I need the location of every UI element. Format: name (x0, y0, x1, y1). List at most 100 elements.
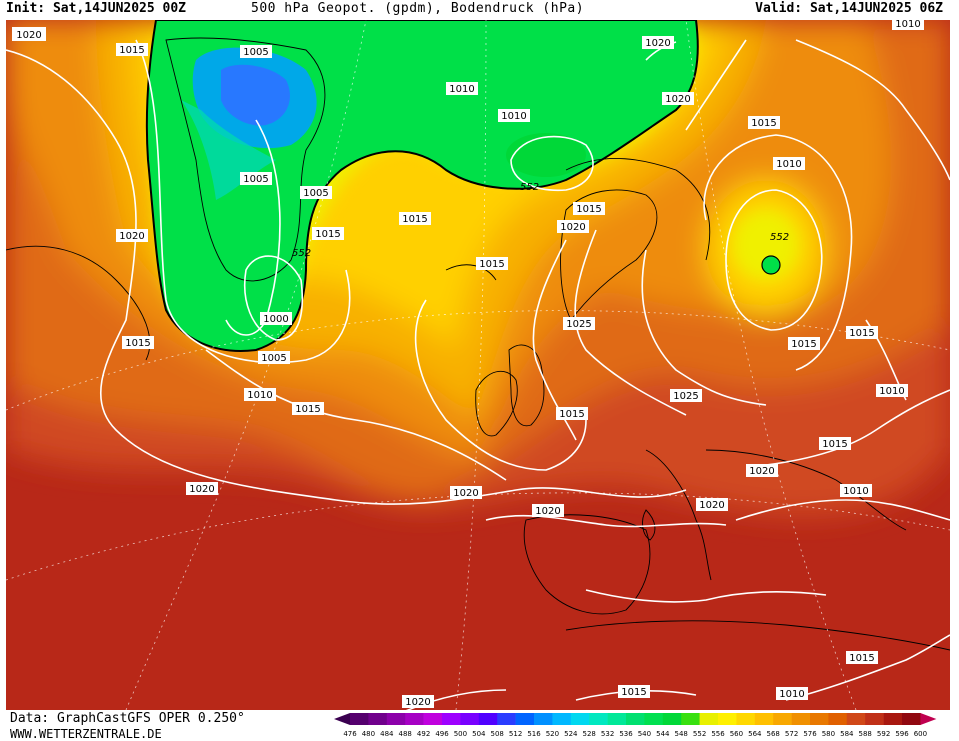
svg-text:1015: 1015 (822, 439, 847, 450)
legend-swatch (699, 713, 719, 725)
legend-label: 484 (380, 730, 394, 738)
pressure-label: 1015 (573, 202, 605, 215)
legend-swatch (828, 713, 848, 725)
pressure-label: 1010 (840, 484, 872, 497)
pressure-label: 1010 (498, 109, 530, 122)
pressure-label: 1005 (258, 351, 290, 364)
svg-text:1010: 1010 (501, 111, 526, 122)
pressure-label: 1015 (312, 227, 344, 240)
pressure-label: 1005 (240, 45, 272, 58)
pressure-label: 1010 (773, 157, 805, 170)
svg-text:1015: 1015 (119, 45, 144, 56)
legend-swatch (350, 713, 369, 725)
pressure-label: 1020 (642, 36, 674, 49)
legend-swatch (902, 713, 921, 725)
legend-label: 584 (840, 730, 854, 738)
legend-label: 512 (509, 730, 522, 738)
svg-text:1015: 1015 (849, 328, 874, 339)
height-label: 552 (770, 232, 789, 243)
legend-label: 600 (914, 730, 927, 738)
pressure-label: 1010 (446, 82, 478, 95)
legend-label: 480 (362, 730, 375, 738)
legend-swatch (442, 713, 461, 725)
legend-swatch (681, 713, 700, 725)
pressure-label: 1015 (846, 651, 878, 664)
pressure-label: 1015 (399, 212, 431, 225)
legend-label: 564 (748, 730, 762, 738)
pressure-label: 1015 (748, 116, 780, 129)
svg-text:1010: 1010 (879, 386, 904, 397)
legend-swatch (754, 713, 774, 725)
legend-label: 560 (730, 730, 743, 738)
pressure-label: 1015 (476, 257, 508, 270)
legend-arrow-right (920, 713, 937, 725)
site-url: WWW.WETTERZENTRALE.DE (10, 727, 162, 741)
legend-label: 496 (435, 730, 449, 738)
cold-core-inner (221, 64, 290, 126)
svg-text:1020: 1020 (665, 94, 690, 105)
legend-label: 524 (564, 730, 578, 738)
svg-text:1005: 1005 (243, 174, 268, 185)
legend-swatch (736, 713, 756, 725)
height-labels: 552 552 552 (292, 182, 789, 259)
chart-title: 500 hPa Geopot. (gpdm), Bodendruck (hPa) (251, 1, 585, 16)
svg-text:1015: 1015 (402, 214, 427, 225)
legend-swatch (626, 713, 645, 725)
svg-text:1020: 1020 (189, 484, 214, 495)
legend-label: 508 (491, 730, 504, 738)
legend-swatch (865, 713, 884, 725)
init-time: Init: Sat,14JUN2025 00Z (6, 1, 187, 16)
legend-swatch (386, 713, 406, 725)
pressure-label: 1015 (788, 337, 820, 350)
svg-text:1005: 1005 (303, 188, 328, 199)
legend-label: 528 (583, 730, 596, 738)
legend-swatch (883, 713, 903, 725)
height-label: 552 (292, 248, 311, 259)
pressure-label: 1000 (260, 312, 292, 325)
low-552-cell-east (761, 255, 781, 275)
svg-text:1015: 1015 (559, 409, 584, 420)
svg-text:1015: 1015 (751, 118, 776, 129)
svg-text:1005: 1005 (261, 353, 286, 364)
legend-label: 568 (767, 730, 780, 738)
legend-swatch (662, 713, 682, 725)
svg-text:1010: 1010 (776, 159, 801, 170)
legend-swatch (846, 713, 866, 725)
legend-swatch (478, 713, 498, 725)
pressure-label: 1015 (846, 326, 878, 339)
legend-label: 532 (601, 730, 614, 738)
pressure-label: 1020 (662, 92, 694, 105)
legend-swatch (791, 713, 811, 725)
svg-text:1020: 1020 (535, 506, 560, 517)
svg-text:1020: 1020 (119, 231, 144, 242)
valid-time: Valid: Sat,14JUN2025 06Z (755, 1, 943, 16)
pressure-label: 1020 (746, 464, 778, 477)
pressure-label: 1015 (618, 685, 650, 698)
legend-swatch (405, 713, 424, 725)
pressure-label: 1015 (116, 43, 148, 56)
pressure-label: 1020 (557, 220, 589, 233)
svg-text:1015: 1015 (125, 338, 150, 349)
pressure-label: 1010 (776, 687, 808, 700)
legend-swatch (515, 713, 535, 725)
color-legend: 476 480 484 488 492 496 500 504 508 512 516 520 524 5… (334, 713, 937, 738)
legend-label: 504 (472, 730, 486, 738)
svg-text:1020: 1020 (453, 488, 478, 499)
pressure-label: 1020 (532, 504, 564, 517)
legend-swatch (773, 713, 792, 725)
legend-label: 592 (877, 730, 890, 738)
pressure-label: 1015 (556, 407, 588, 420)
svg-text:1020: 1020 (405, 697, 430, 708)
pressure-label: 1010 (244, 388, 276, 401)
legend-label: 580 (822, 730, 835, 738)
legend-swatch (644, 713, 664, 725)
map-canvas: 1020 1015 1005 1010 1020 1010 1010 1020 … (6, 20, 950, 710)
height-label: 552 (520, 182, 539, 193)
svg-text:1020: 1020 (645, 38, 670, 49)
svg-text:1020: 1020 (16, 30, 41, 41)
pressure-label: 1025 (563, 317, 595, 330)
legend-label: 576 (803, 730, 817, 738)
svg-text:1025: 1025 (566, 319, 591, 330)
svg-text:1010: 1010 (895, 20, 920, 30)
